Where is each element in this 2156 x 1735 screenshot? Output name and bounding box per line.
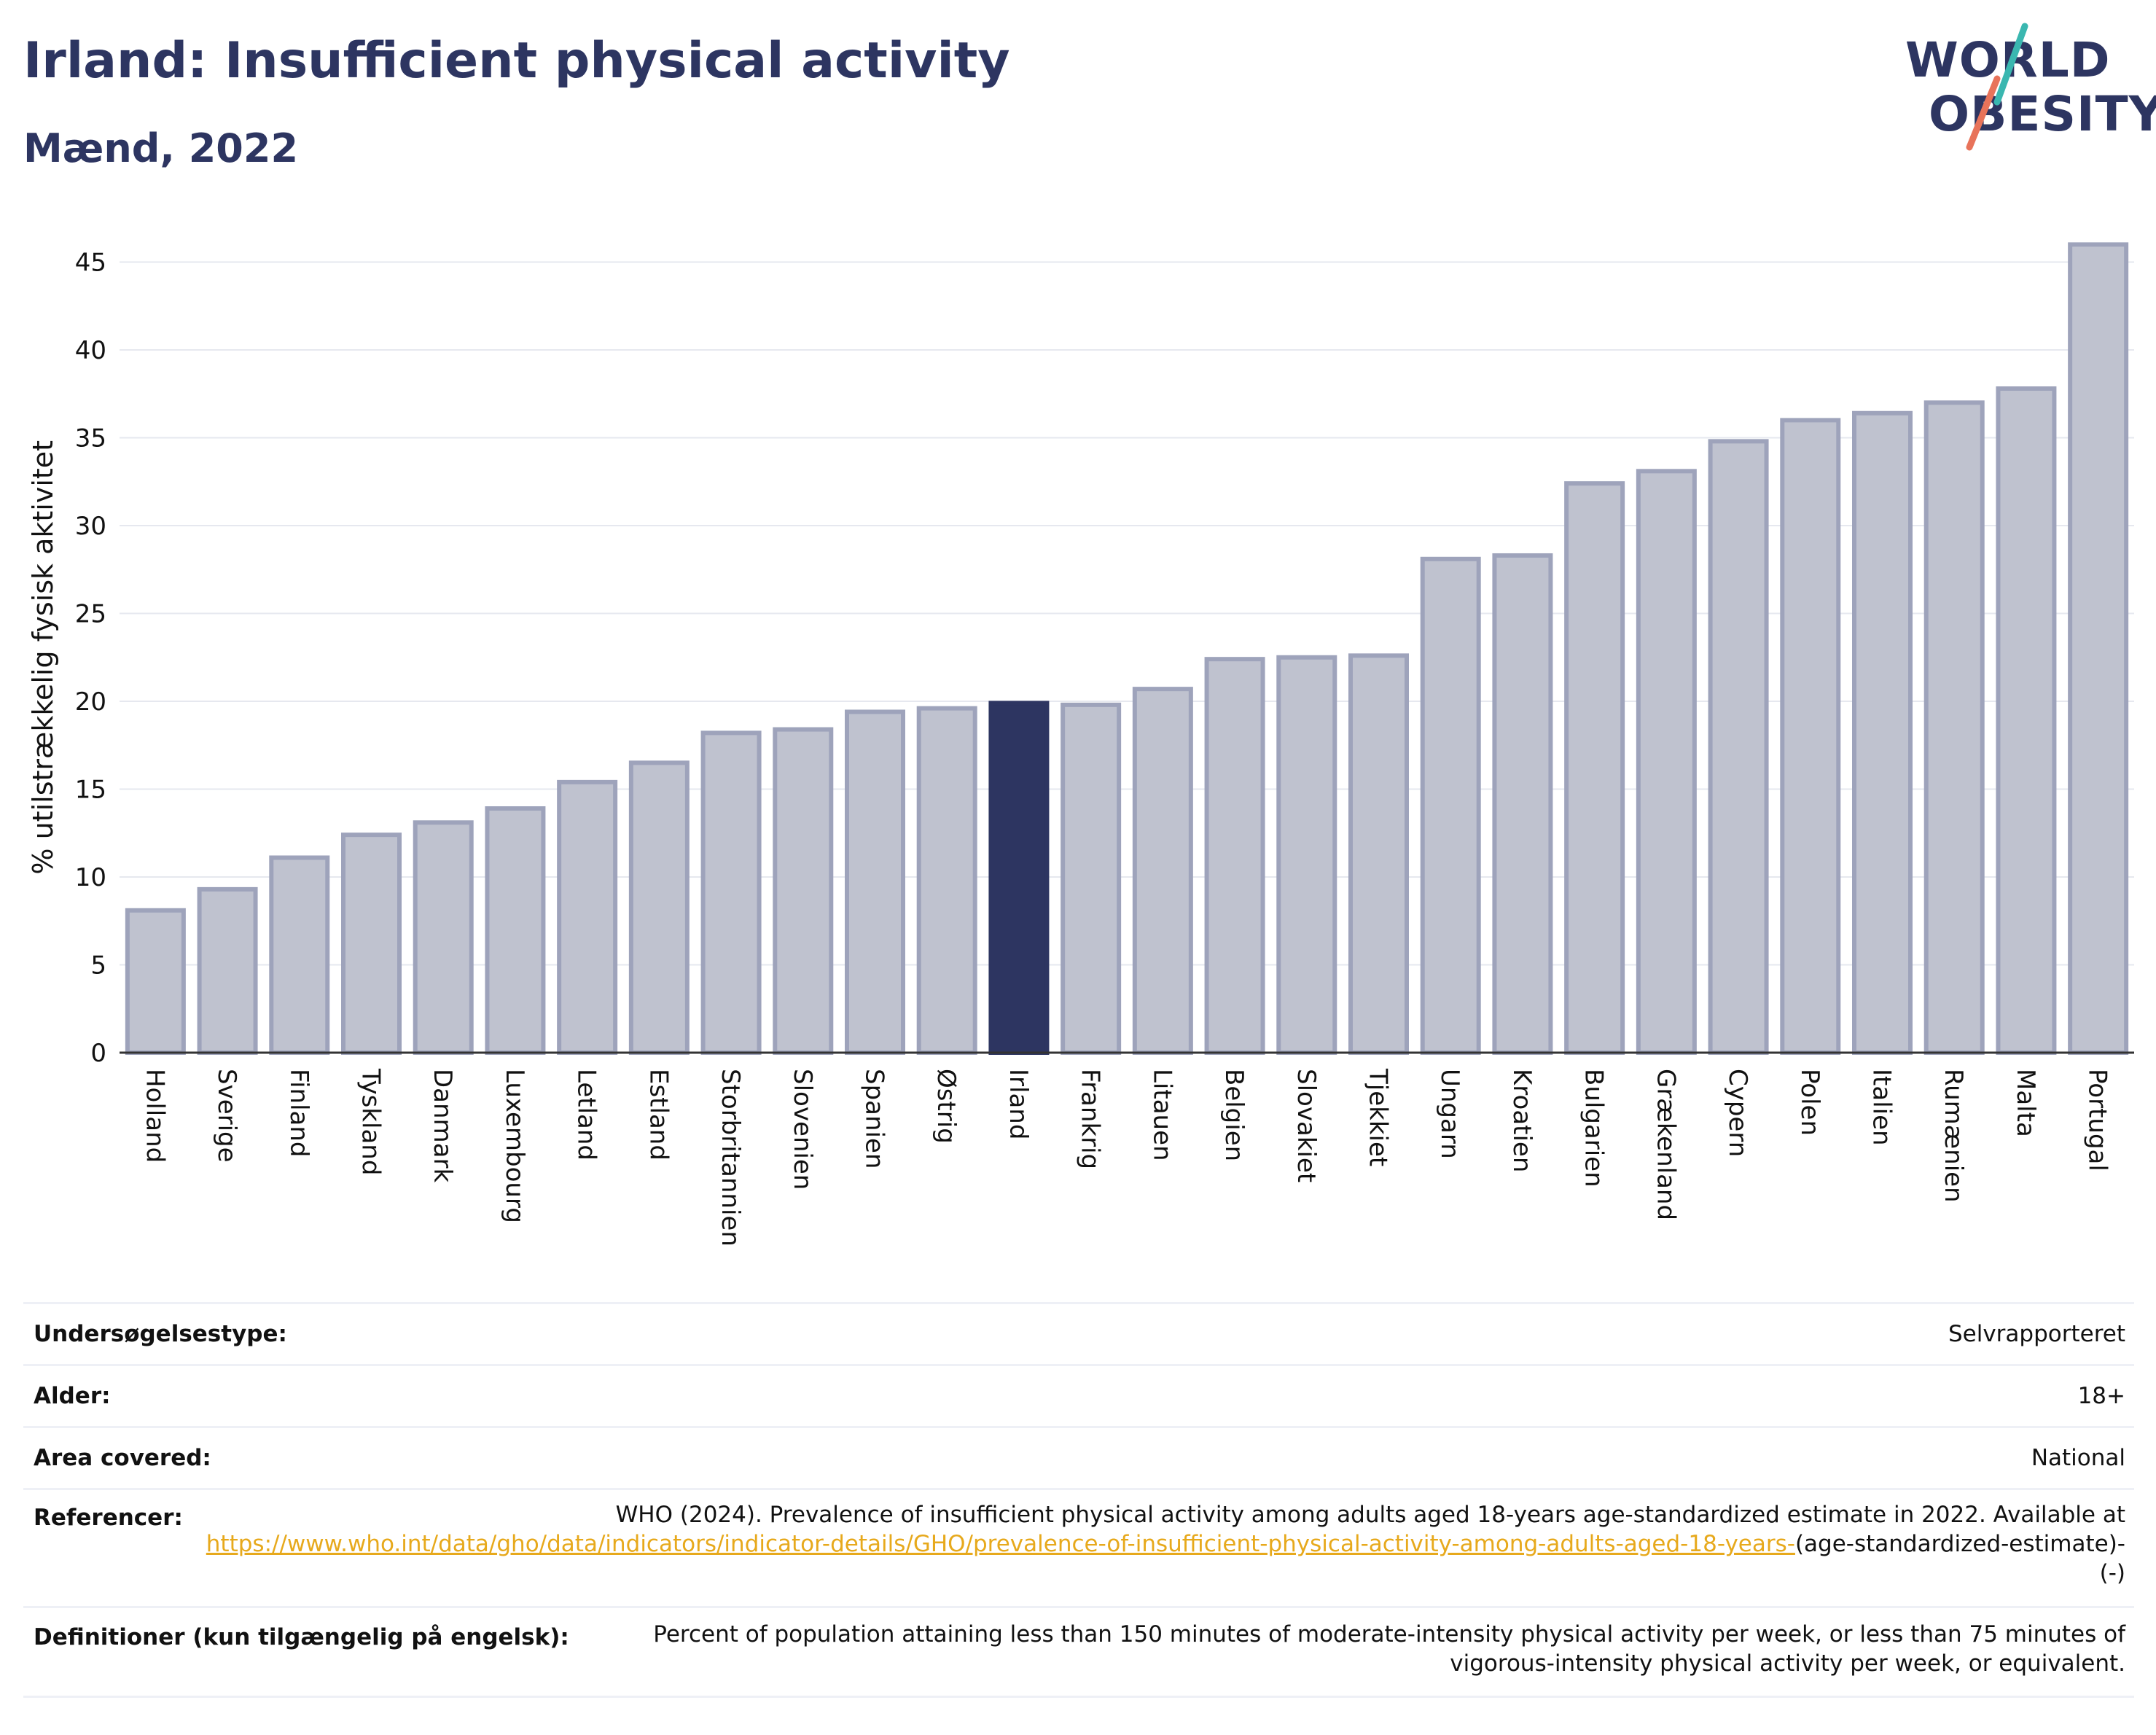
y-tick-label: 30 <box>75 512 106 541</box>
bar-tjekkiet <box>1348 653 1409 1055</box>
bar-italien <box>1852 410 1913 1055</box>
y-tick-label: 10 <box>75 863 106 892</box>
bar-ungarn <box>1420 556 1481 1056</box>
x-axis-labels: Holland Sverige Finland Tyskland Danmark Luxe… <box>140 1068 2112 1247</box>
x-tick-label: Rumænien <box>1939 1069 1968 1203</box>
y-tick-label: 35 <box>75 424 106 453</box>
bar-kroatien <box>1492 553 1553 1056</box>
age-value: 18+ <box>2077 1383 2125 1409</box>
bars <box>125 242 2129 1056</box>
info-row-survey-type: Undersøgelsestype: Selvrapporteret <box>23 1302 2134 1364</box>
x-tick-label: Østrig <box>931 1069 961 1144</box>
references-value: WHO (2024). Prevalence of insufficient p… <box>183 1500 2134 1588</box>
bar-slovakiet <box>1276 655 1337 1055</box>
x-tick-label: Portugal <box>2083 1069 2112 1171</box>
world-obesity-logo: WORLD OBESITY <box>1895 22 2156 153</box>
bar-spanien <box>845 709 905 1056</box>
area-value: National <box>2031 1445 2125 1471</box>
bar-rumænien <box>1923 400 1985 1055</box>
x-tick-label: Bulgarien <box>1579 1069 1609 1188</box>
x-tick-label: Storbritannien <box>716 1069 745 1247</box>
x-tick-label: Estland <box>644 1069 673 1161</box>
bar-estland <box>628 760 690 1055</box>
x-tick-label: Polen <box>1795 1069 1824 1136</box>
bar-holland <box>125 908 186 1055</box>
x-tick-label: Grækenland <box>1651 1069 1680 1220</box>
y-tick-label: 0 <box>90 1039 106 1068</box>
area-label: Area covered: <box>34 1445 211 1471</box>
references-tail: (age-standardized-estimate)-(-) <box>1794 1531 2125 1586</box>
x-tick-label: Tyskland <box>356 1068 386 1175</box>
bar-grækenland <box>1636 469 1697 1056</box>
y-tick-label: 20 <box>75 687 106 717</box>
x-tick-label: Slovakiet <box>1292 1069 1321 1182</box>
definitions-label: Definitioner (kun tilgængelig på engelsk… <box>34 1624 569 1650</box>
bar-malta <box>1996 386 2057 1055</box>
x-tick-label: Sverige <box>212 1069 241 1163</box>
bar-finland <box>269 855 330 1055</box>
x-tick-label: Slovenien <box>788 1069 817 1190</box>
bar-polen <box>1780 418 1841 1055</box>
references-text: WHO (2024). Prevalence of insufficient p… <box>615 1502 2125 1528</box>
x-tick-label: Italien <box>1867 1069 1897 1146</box>
x-tick-label: Finland <box>284 1069 313 1158</box>
bar-luxembourg <box>485 806 546 1055</box>
x-tick-label: Holland <box>140 1069 169 1163</box>
bar-belgien <box>1204 657 1265 1055</box>
info-row-age: Alder: 18+ <box>23 1364 2134 1426</box>
bar-bulgarien <box>1564 481 1625 1056</box>
x-tick-label: Tjekkiet <box>1364 1068 1393 1166</box>
x-tick-label: Danmark <box>428 1069 457 1182</box>
info-row-definitions: Definitioner (kun tilgængelig på engelsk… <box>23 1606 2134 1698</box>
bar-østrig <box>916 706 977 1055</box>
bar-storbritannien <box>700 730 762 1055</box>
bar-slovenien <box>773 727 834 1055</box>
x-tick-label: Letland <box>572 1069 601 1161</box>
bar-sverige <box>197 886 258 1055</box>
survey-type-value: Selvrapporteret <box>1948 1321 2125 1347</box>
bar-cypern <box>1708 439 1769 1055</box>
x-tick-label: Irland <box>1004 1069 1033 1139</box>
x-tick-label: Litauen <box>1147 1069 1176 1161</box>
x-tick-label: Belgien <box>1219 1069 1249 1161</box>
x-tick-label: Kroatien <box>1507 1069 1536 1172</box>
x-tick-label: Frankrig <box>1076 1069 1105 1169</box>
bar-portugal <box>2068 242 2129 1055</box>
x-tick-label: Luxembourg <box>500 1069 529 1223</box>
info-row-area: Area covered: National <box>23 1426 2134 1488</box>
y-tick-label: 25 <box>75 600 106 629</box>
y-tick-label: 15 <box>75 776 106 805</box>
x-tick-label: Ungarn <box>1435 1069 1464 1159</box>
bar-chart: 0 5 10 15 20 25 30 35 40 45 Holland Sverige Finland… <box>27 242 2134 1247</box>
bar-frankrig <box>1061 702 1122 1055</box>
age-label: Alder: <box>34 1383 111 1409</box>
x-tick-label: Spanien <box>860 1069 889 1169</box>
y-axis-label: % utilstrækkelig fysisk aktivitet <box>27 440 59 875</box>
logo-line-2: OBESITY <box>1929 86 2156 142</box>
x-tick-label: Malta <box>2011 1069 2040 1137</box>
page-title: Irland: Insufficient physical activity <box>23 32 1010 90</box>
y-tick-label: 5 <box>90 951 106 980</box>
y-tick-label: 40 <box>75 336 106 365</box>
definitions-value: Percent of population attaining less tha… <box>653 1621 2125 1677</box>
bar-litauen <box>1132 687 1193 1055</box>
bar-irland <box>988 701 1050 1055</box>
logo-slash-icon <box>1966 23 2028 151</box>
references-label: Referencer: <box>34 1505 183 1531</box>
references-link[interactable]: https://www.who.int/data/gho/data/indica… <box>206 1531 1795 1557</box>
bar-tyskland <box>341 833 402 1055</box>
x-tick-label: Cypern <box>1723 1069 1752 1157</box>
bar-danmark <box>413 820 474 1055</box>
y-tick-label: 45 <box>75 249 106 278</box>
y-axis-ticks: 0 5 10 15 20 25 30 35 40 45 <box>75 249 106 1069</box>
bar-letland <box>557 779 618 1055</box>
info-row-references: Referencer: WHO (2024). Prevalence of in… <box>23 1488 2134 1606</box>
survey-type-label: Undersøgelsestype: <box>34 1321 287 1347</box>
info-table: Undersøgelsestype: Selvrapporteret Alder… <box>23 1302 2134 1698</box>
page-subtitle: Mænd, 2022 <box>23 125 299 171</box>
